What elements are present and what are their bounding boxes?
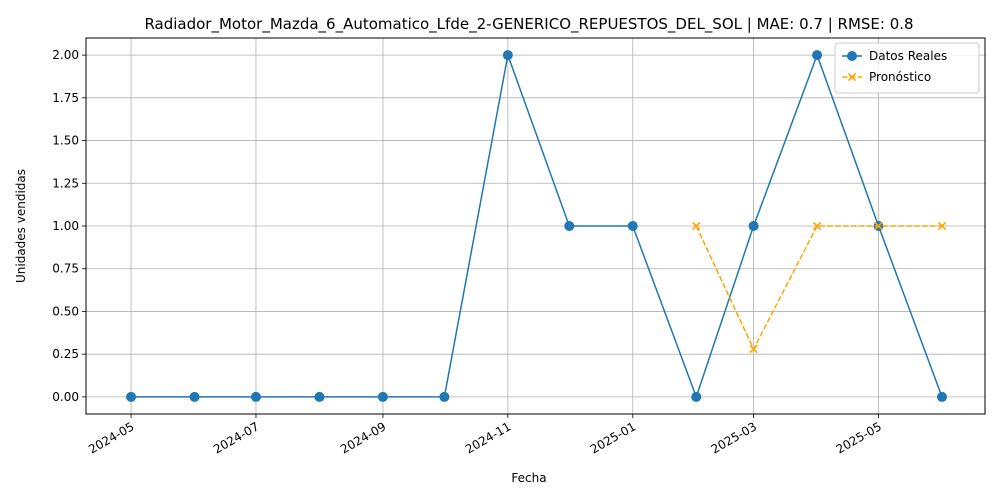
legend-box [834,42,980,94]
x-marker-stroke [847,72,857,82]
legend-marker-glyph [847,72,857,82]
y-axis-label: Unidades vendidas [14,169,28,283]
x-marker-stroke [874,221,883,231]
data-point-datos-reales [936,391,947,402]
data-point-datos-reales [627,221,638,231]
series-line-pronostico [695,225,942,350]
legend-label-pronostico: Pronóstico [869,70,931,84]
y-tick-label: 1.75 [52,91,79,105]
series-line-datos-reales [131,54,943,398]
y-tick-label: 0.50 [52,304,79,318]
x-marker-stroke [937,221,947,231]
x-marker-stroke [749,344,758,354]
y-tick-label: 0.75 [52,262,79,276]
series-datos-reales [126,50,947,402]
legend-marker-glyph [847,51,857,61]
x-marker-stroke [812,221,822,231]
series-layer [126,50,947,402]
legend: Datos Reales Pronóstico [834,42,980,94]
legend-label-datos-reales: Datos Reales [869,49,947,63]
legend-marker-pronostico [847,72,857,82]
data-point-datos-reales [250,391,261,402]
y-tick-label: 1.50 [52,134,79,148]
data-point-datos-reales [314,391,325,402]
data-point-datos-reales [748,221,759,231]
y-tick-label: 1.00 [52,219,79,233]
data-point-pronostico [937,221,947,231]
data-point-pronostico [692,221,701,231]
y-tick-label: 0.00 [52,390,79,404]
chart-title: Radiador_Motor_Mazda_6_Automatico_Lfde_2… [144,15,913,34]
data-point-datos-reales [502,50,513,61]
x-marker-stroke [692,221,701,231]
data-point-datos-reales [126,391,137,402]
y-tick-label: 1.25 [52,176,79,190]
data-point-datos-reales [439,391,450,402]
y-axis-ticks: 0.00 0.25 0.50 0.75 1.00 1.25 1.50 1.75 2.00 [52,48,86,404]
legend-marker-datos-reales [847,51,857,61]
data-point-datos-reales [564,221,575,231]
data-point-pronostico [812,221,822,231]
series-pronostico [692,221,947,354]
data-point-datos-reales [377,391,388,402]
data-point-pronostico [749,344,758,354]
data-point-datos-reales [691,391,702,402]
data-point-datos-reales [812,50,823,61]
data-point-pronostico [874,221,883,231]
y-tick-label: 2.00 [52,48,79,62]
x-axis-label: Fecha [511,471,546,485]
data-point-datos-reales [189,391,200,402]
y-tick-label: 0.25 [52,347,79,361]
